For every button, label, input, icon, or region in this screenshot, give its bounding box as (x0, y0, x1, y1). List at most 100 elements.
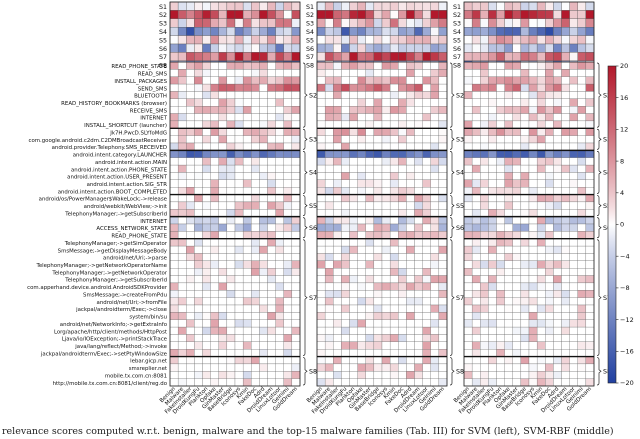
feature-cell-1-14 (430, 69, 440, 77)
summary-cell-S5-10 (545, 35, 554, 45)
feature-cell-27-11 (553, 260, 562, 269)
feature-cell-11-0 (463, 142, 473, 151)
feature-cell-25-2 (186, 245, 195, 254)
feature-cell-19-12 (267, 201, 276, 210)
summary-cell-S5-11 (259, 35, 268, 45)
feature-cell-28-14 (430, 268, 440, 276)
feature-cell-40-11 (259, 356, 268, 365)
feature-cell-41-13 (275, 363, 284, 372)
feature-cell-17-5 (357, 187, 366, 195)
feature-cell-35-4 (202, 319, 211, 328)
feature-label: http://mobile.tx.com.cn:8081/client/reg.… (53, 381, 167, 387)
feature-cell-43-2 (480, 378, 489, 387)
feature-cell-9-13 (422, 128, 431, 136)
feature-cell-7-10 (251, 113, 260, 122)
summary-cell-S1-11 (259, 1, 268, 11)
feature-cell-33-11 (406, 304, 415, 313)
feature-cell-10-1 (324, 135, 334, 144)
feature-cell-9-13 (569, 128, 578, 136)
feature-cell-13-11 (553, 157, 562, 166)
feature-cell-25-9 (242, 245, 252, 254)
feature-cell-43-13 (569, 378, 578, 387)
feature-cell-26-5 (504, 253, 513, 261)
feature-cell-2-7 (520, 76, 530, 85)
feature-cell-9-4 (496, 128, 505, 136)
colorbar-tick-label: 4 (620, 189, 624, 197)
feature-cell-4-11 (406, 91, 415, 99)
feature-cell-6-9 (536, 106, 546, 114)
feature-cell-31-3 (341, 290, 350, 298)
feature-cell-35-3 (194, 319, 203, 328)
feature-cell-6-5 (210, 106, 219, 114)
feature-cell-35-11 (259, 319, 268, 328)
feature-cell-24-10 (251, 238, 260, 247)
feature-cell-21-5 (504, 216, 513, 225)
feature-cell-20-4 (202, 209, 211, 217)
feature-cell-25-0 (463, 245, 473, 254)
feature-cell-5-6 (512, 98, 522, 107)
feature-cell-25-3 (341, 245, 350, 254)
feature-cell-4-13 (569, 91, 578, 99)
feature-cell-18-7 (226, 194, 236, 203)
feature-cell-18-15 (438, 194, 448, 203)
summary-row-label-S8: S8 (453, 63, 461, 70)
feature-cell-8-0 (463, 120, 473, 129)
feature-cell-1-1 (177, 69, 187, 77)
feature-cell-24-15 (438, 238, 448, 247)
summary-cell-S5-7 (226, 35, 236, 45)
feature-cell-4-9 (242, 91, 252, 99)
feature-cell-7-11 (259, 113, 268, 122)
feature-cell-9-7 (373, 128, 383, 136)
feature-cell-36-8 (234, 326, 244, 335)
feature-cell-13-4 (349, 157, 358, 166)
summary-cell-S4-3 (488, 27, 497, 36)
heatmap-panel-1: S1S2S3S4S5S6S7S8S2S3S4S5S6S7S8READ_PHONE… (27, 1, 317, 416)
feature-cell-6-15 (291, 106, 301, 114)
summary-cell-S5-14 (430, 35, 440, 45)
feature-cell-9-2 (186, 128, 195, 136)
feature-cell-17-15 (585, 187, 595, 195)
feature-cell-38-15 (291, 341, 301, 350)
group-bracket-S4 (449, 151, 455, 194)
feature-cell-6-8 (381, 106, 391, 114)
feature-cell-43-14 (577, 378, 587, 387)
feature-cell-11-8 (381, 142, 391, 151)
summary-cell-S7-7 (520, 52, 530, 61)
feature-cell-23-0 (316, 231, 326, 239)
feature-cell-28-11 (406, 268, 415, 276)
feature-cell-35-7 (226, 319, 236, 328)
feature-cell-33-3 (341, 304, 350, 313)
feature-cell-10-6 (218, 135, 228, 144)
feature-cell-2-15 (291, 76, 301, 85)
feature-cell-10-0 (169, 135, 179, 144)
feature-cell-30-4 (202, 282, 211, 291)
feature-cell-27-10 (398, 260, 407, 269)
feature-cell-0-9 (242, 61, 252, 70)
feature-cell-17-4 (202, 187, 211, 195)
feature-cell-35-10 (251, 319, 260, 328)
summary-cell-S2-7 (226, 10, 236, 19)
feature-label: TelephonyManager;->getNetworkOperatorNam… (35, 263, 167, 269)
feature-cell-23-12 (414, 231, 423, 239)
feature-cell-18-10 (545, 194, 554, 203)
feature-cell-20-4 (349, 209, 358, 217)
feature-cell-37-14 (577, 334, 587, 342)
feature-cell-14-8 (234, 164, 244, 173)
feature-cell-41-6 (218, 363, 228, 372)
feature-cell-27-11 (259, 260, 268, 269)
summary-cell-S4-5 (357, 27, 366, 36)
feature-cell-39-15 (291, 349, 301, 357)
feature-cell-40-10 (251, 356, 260, 365)
summary-cell-S6-2 (333, 43, 342, 53)
relevance-heatmap-figure: S1S2S3S4S5S6S7S8S2S3S4S5S6S7S8READ_PHONE… (27, 1, 634, 416)
feature-cell-14-2 (480, 164, 489, 173)
feature-cell-42-9 (536, 371, 546, 379)
summary-cell-S3-2 (186, 18, 195, 28)
feature-cell-24-8 (381, 238, 391, 247)
colorbar-tick-label: −20 (620, 379, 634, 387)
summary-cell-S1-9 (242, 1, 252, 11)
summary-cell-S6-15 (438, 43, 448, 53)
feature-cell-29-2 (186, 275, 195, 284)
feature-cell-20-11 (553, 209, 562, 217)
feature-cell-43-14 (283, 378, 293, 387)
